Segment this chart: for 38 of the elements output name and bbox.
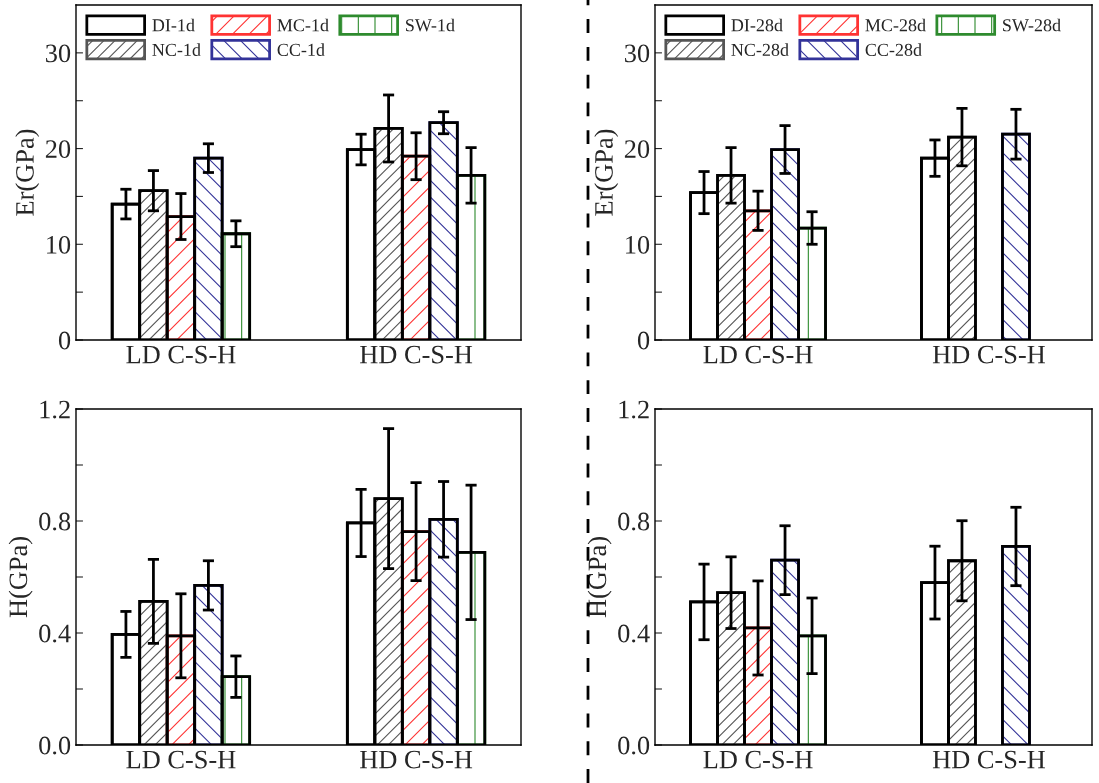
x-tick-label: HD C-S-H <box>932 345 1045 364</box>
legend-label: NC-1d <box>152 43 201 56</box>
y-tick-label: 20 <box>45 140 71 158</box>
y-tick-label: 0.0 <box>39 736 71 755</box>
legend-label: DI-1d <box>152 18 195 32</box>
y-tick-label: 10 <box>626 235 650 254</box>
x-tick-label: HD C-S-H <box>360 345 473 364</box>
legend-label: MC-28d <box>865 18 926 32</box>
legend-label: SW-1d <box>406 18 455 32</box>
y-tick-label: 0.4 <box>39 624 71 643</box>
legend-label: DI-28d <box>731 18 783 32</box>
y-tick-label: 0.4 <box>618 624 650 643</box>
y-tick-label: 0 <box>637 331 650 350</box>
x-tick-label: HD C-S-H <box>360 750 473 769</box>
x-tick-label: LD C-S-H <box>126 345 236 364</box>
y-tick-label: 0.0 <box>618 736 650 755</box>
y-tick-label: 1.2 <box>40 400 70 419</box>
y-axis-title: Er(GPa) <box>15 129 40 216</box>
y-tick-label: 30 <box>625 44 650 63</box>
y-axis-title: H(GPa) <box>587 537 612 618</box>
y-tick-label: 0.8 <box>39 512 71 531</box>
x-tick-label: LD C-S-H <box>703 750 813 769</box>
x-tick-label: LD C-S-H <box>126 750 236 769</box>
y-tick-label: 30 <box>46 44 71 63</box>
y-axis-title: Er(GPa) <box>594 129 619 216</box>
y-axis-title: H(GPa) <box>8 537 33 618</box>
y-tick-label: 10 <box>47 235 71 254</box>
legend-label: SW-28d <box>1003 18 1061 32</box>
y-tick-label: 1.2 <box>619 400 649 419</box>
x-tick-label: LD C-S-H <box>703 345 813 364</box>
y-tick-label: 0 <box>58 331 71 350</box>
legend-label: CC-1d <box>277 43 325 56</box>
legend-label: NC-28d <box>731 43 789 56</box>
legend-label: CC-28d <box>865 43 922 56</box>
x-tick-label: HD C-S-H <box>932 750 1045 769</box>
y-tick-label: 0.8 <box>618 512 650 531</box>
y-tick-label: 20 <box>624 140 650 158</box>
legend-label: MC-1d <box>277 18 329 32</box>
